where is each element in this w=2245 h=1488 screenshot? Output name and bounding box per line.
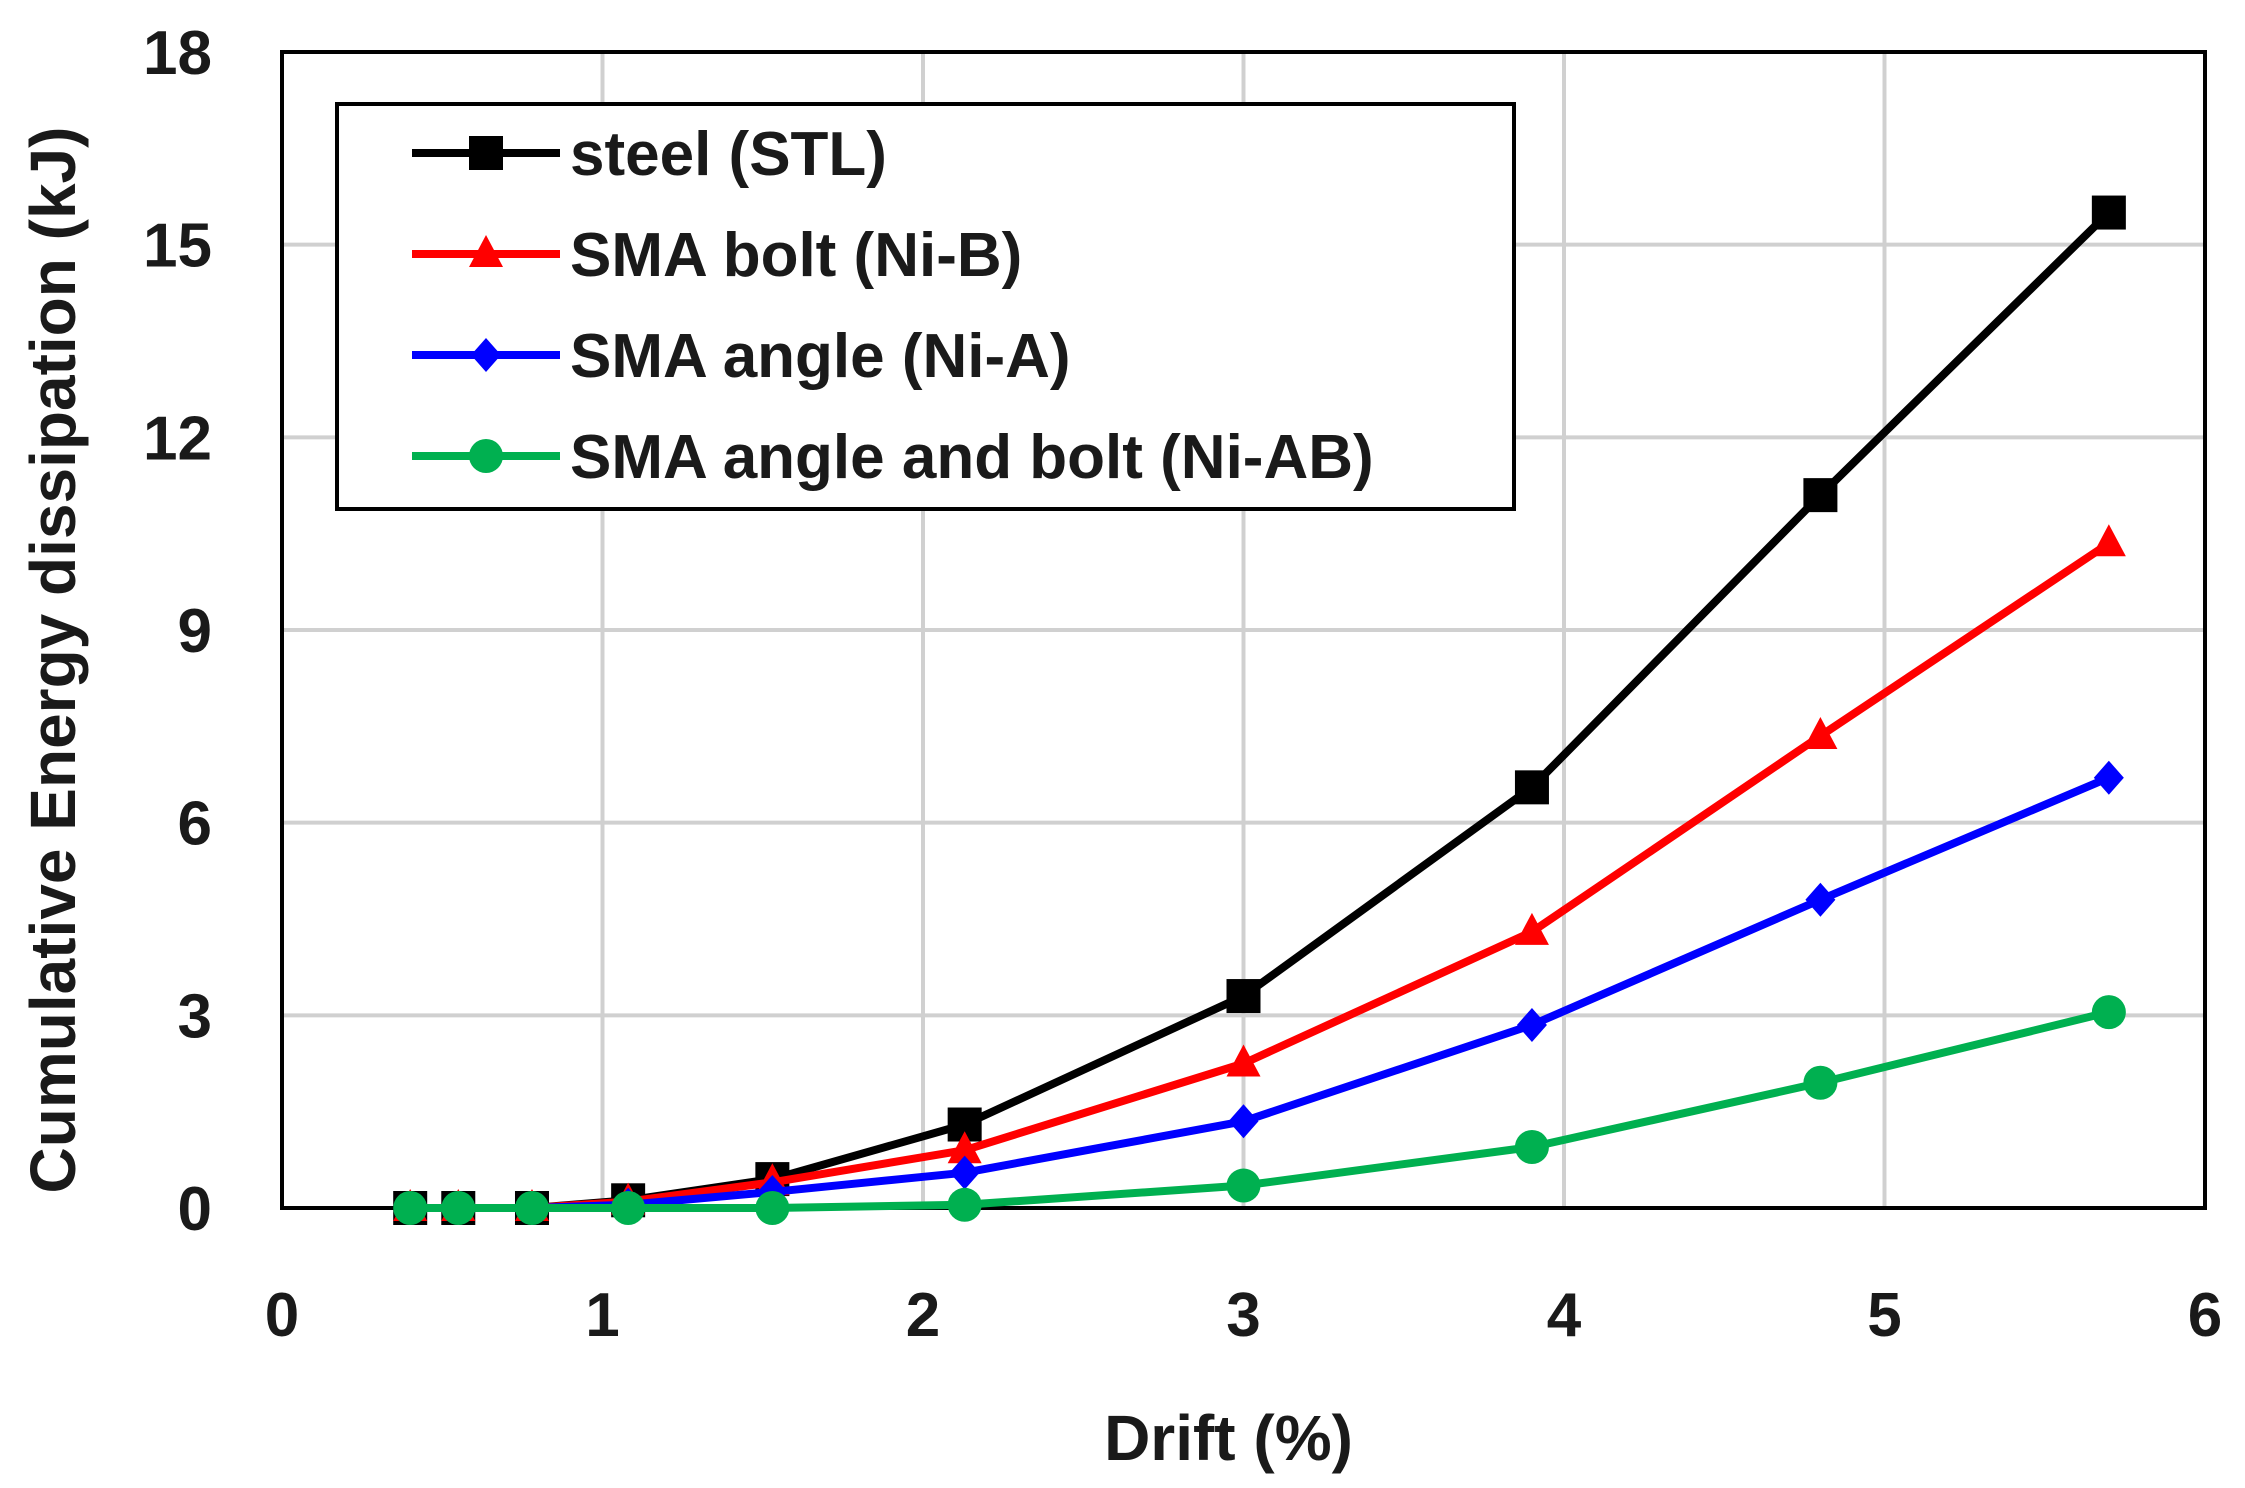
y-axis-title: Cumulative Energy dissipation (kJ): [17, 127, 89, 1194]
legend-item: SMA bolt (Ni-B): [412, 221, 1022, 290]
y-tick-label: 3: [178, 982, 212, 1051]
x-axis-ticks: 0 1 2 3 4 5 6: [265, 1281, 2222, 1350]
data-point: [755, 1191, 790, 1225]
legend-label: SMA bolt (Ni-B): [570, 221, 1022, 290]
x-tick-label: 2: [906, 1281, 940, 1350]
data-point: [611, 1191, 646, 1225]
y-axis-ticks: 0 3 6 9 12 15 18: [143, 19, 212, 1244]
data-point: [1514, 1129, 1549, 1164]
legend-label: SMA angle and bolt (Ni-AB): [570, 423, 1374, 492]
data-point: [947, 1187, 982, 1222]
y-tick-label: 9: [178, 597, 212, 666]
data-point: [2091, 195, 2126, 230]
series-layer: [393, 195, 2126, 1225]
series-3: [393, 995, 2126, 1225]
legend-item: SMA angle (Ni-A): [412, 322, 1071, 391]
y-tick-label: 6: [178, 790, 212, 859]
data-point: [1226, 979, 1261, 1014]
legend-box: [335, 102, 1516, 511]
x-axis-title: Drift (%): [1104, 1402, 1353, 1474]
legend-marker: [469, 439, 503, 473]
data-point: [1805, 882, 1836, 917]
legend: steel (STL) SMA bolt (Ni-B) SMA angle (Ni-…: [335, 102, 1516, 511]
data-point: [514, 1191, 549, 1225]
x-tick-label: 6: [2188, 1281, 2222, 1350]
y-tick-label: 18: [143, 19, 212, 88]
x-tick-label: 5: [1867, 1281, 1901, 1350]
data-point: [2091, 995, 2126, 1030]
y-tick-label: 12: [143, 404, 212, 473]
data-point: [949, 1155, 980, 1190]
data-point: [1228, 1104, 1259, 1139]
plot-area-frame: [280, 50, 2207, 1210]
legend-label: steel (STL): [570, 120, 887, 189]
y-tick-label: 15: [143, 212, 212, 281]
data-point: [947, 1131, 982, 1164]
series-line: [410, 539, 2112, 1212]
legend-item: SMA angle and bolt (Ni-AB): [412, 423, 1374, 492]
data-point: [2093, 760, 2124, 795]
data-point: [1803, 478, 1838, 513]
data-point: [1803, 716, 1838, 749]
data-point: [2091, 524, 2126, 557]
series-line: [410, 1008, 2110, 1212]
data-point: [1226, 1168, 1261, 1203]
x-tick-label: 0: [265, 1281, 299, 1350]
legend-item: steel (STL): [412, 120, 887, 189]
x-tick-label: 1: [585, 1281, 619, 1350]
data-point: [1514, 912, 1549, 945]
x-tick-label: 4: [1547, 1281, 1582, 1350]
data-point: [1514, 770, 1549, 805]
data-point: [393, 1191, 428, 1225]
legend-items: steel (STL) SMA bolt (Ni-B) SMA angle (Ni-…: [412, 120, 1374, 492]
legend-marker: [469, 136, 503, 170]
x-tick-label: 3: [1226, 1281, 1260, 1350]
legend-marker: [469, 235, 503, 267]
data-point: [1803, 1065, 1838, 1100]
y-tick-label: 0: [178, 1175, 212, 1244]
legend-label: SMA angle (Ni-A): [570, 322, 1071, 391]
legend-marker: [471, 338, 501, 372]
data-point: [1516, 1007, 1547, 1042]
data-point: [1226, 1044, 1261, 1077]
data-point: [441, 1191, 476, 1225]
